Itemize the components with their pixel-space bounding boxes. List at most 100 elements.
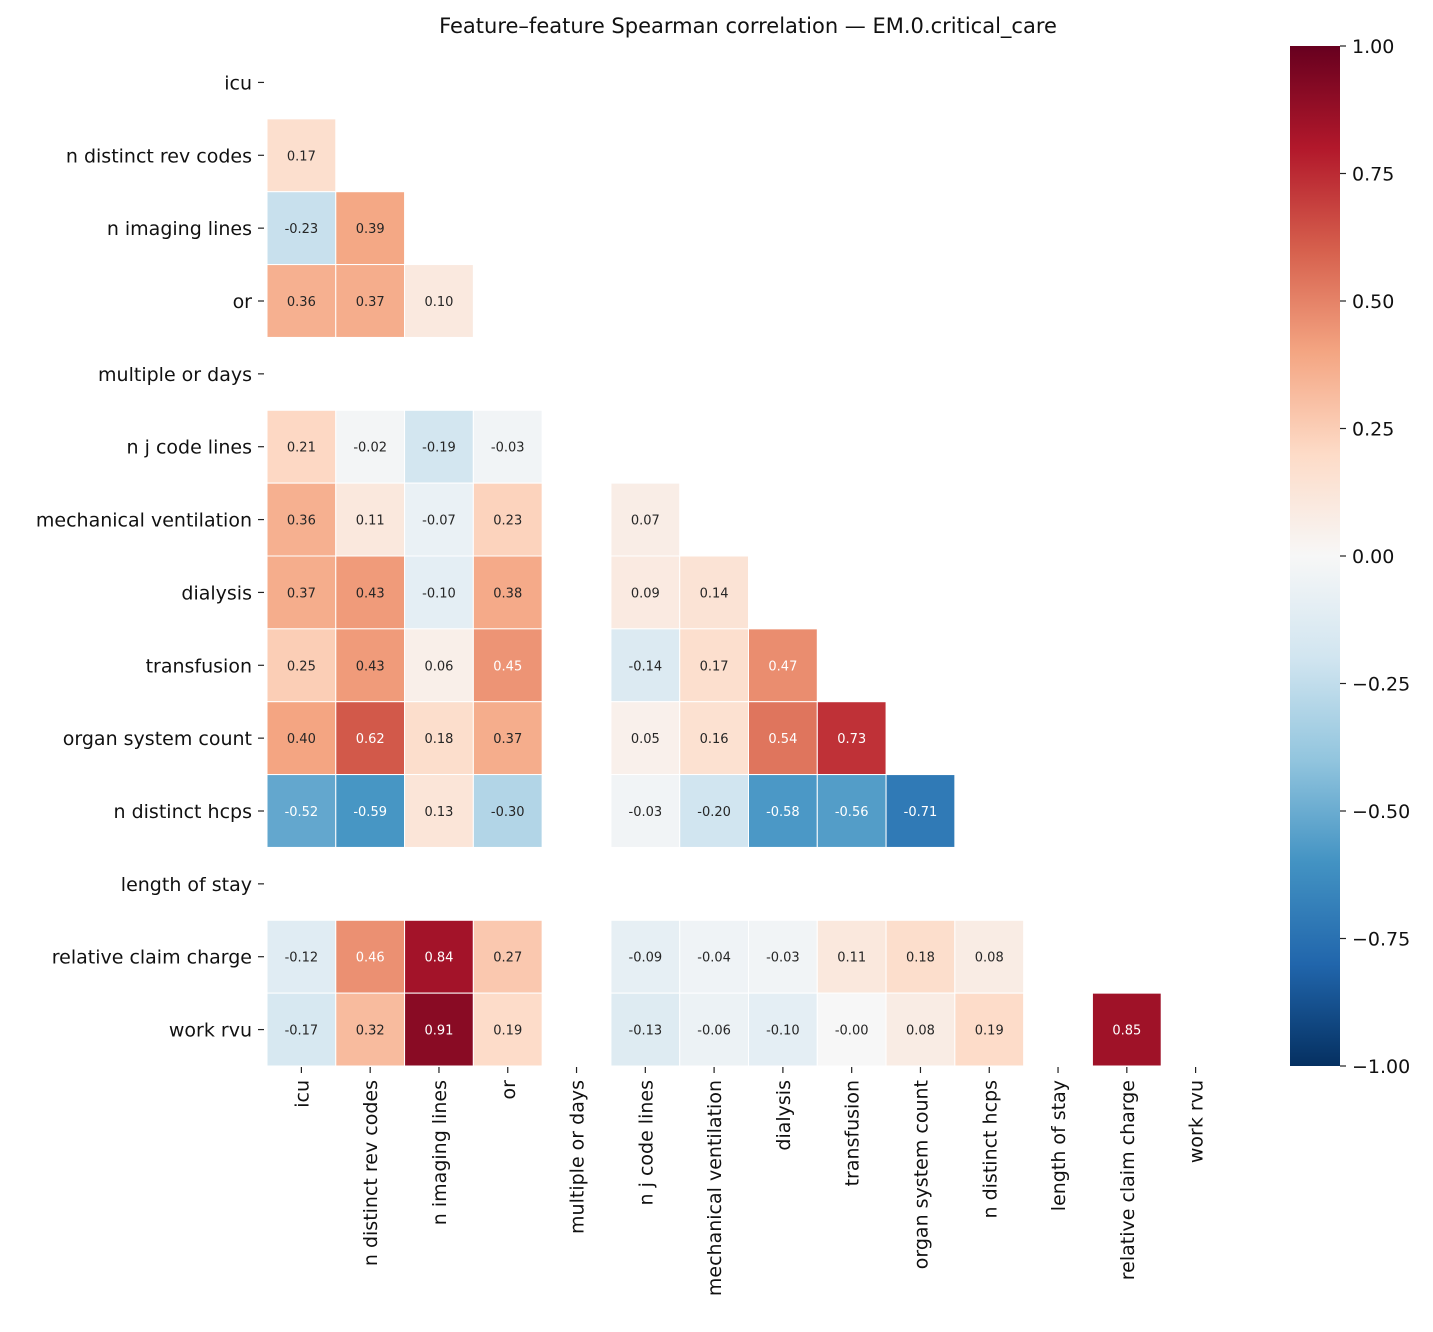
heatmap-cell <box>266 191 337 266</box>
x-tick-label: n distinct rev codes <box>360 1080 382 1266</box>
cell-annotation: 0.06 <box>424 659 453 674</box>
cell-annotation: 0.09 <box>631 586 660 601</box>
y-tick-label: organ system count <box>63 728 252 750</box>
cell-annotation: 0.07 <box>631 514 660 529</box>
x-tick-label: relative claim charge <box>1117 1080 1139 1280</box>
heatmap-cell <box>335 264 406 338</box>
cell-annotation: 0.18 <box>424 732 453 747</box>
heatmap-cell <box>954 992 1025 1067</box>
heatmap-cell <box>472 482 543 557</box>
x-tick-label: transfusion <box>842 1080 864 1186</box>
x-tick-label: dialysis <box>773 1080 795 1151</box>
heatmap-cell <box>748 774 818 848</box>
colorbar-axis: 1.00 0.75 0.50 0.25 0.00 −0.25 −0.50 −0.75 −1.00 <box>1340 36 1410 1078</box>
cell-annotation: 0.17 <box>700 659 729 674</box>
cell-annotation: -0.03 <box>766 951 800 966</box>
heatmap-cell <box>472 628 543 703</box>
heatmap-cell <box>266 919 337 994</box>
cell-annotation: 0.84 <box>424 951 453 966</box>
cell-annotation: 0.08 <box>975 951 1004 966</box>
cell-annotation: -0.59 <box>353 805 387 820</box>
heatmap-cells: 0.17 -0.23 0.39 0.36 0.37 0.10 0.21 -0.02 -0.19 -… <box>266 118 1162 1067</box>
x-tick-label: mechanical ventilation <box>704 1080 726 1296</box>
colorbar-tick-label: 1.00 <box>1352 36 1394 58</box>
colorbar-tick-label: 0.25 <box>1352 419 1394 441</box>
heatmap-cell <box>748 628 818 703</box>
cell-annotation: -0.03 <box>629 805 663 820</box>
cell-annotation: -0.10 <box>422 586 456 601</box>
heatmap-cell <box>404 919 474 994</box>
heatmap-cell <box>404 555 474 630</box>
chart-title: Feature–feature Spearman correlation — E… <box>439 14 1057 39</box>
cell-annotation: -0.02 <box>353 441 387 456</box>
cell-annotation: 0.37 <box>493 732 522 747</box>
heatmap-cell <box>472 919 543 994</box>
heatmap-cell <box>748 701 818 776</box>
heatmap-cell <box>266 774 337 848</box>
x-axis: icu n distinct rev codes n imaging lines or… <box>291 1067 1208 1296</box>
x-tick-label: organ system count <box>910 1080 932 1269</box>
colorbar-tick-label: −0.50 <box>1352 801 1410 823</box>
x-tick-label: length of stay <box>1048 1080 1070 1211</box>
heatmap-cell <box>1091 992 1162 1067</box>
heatmap-cell <box>335 919 406 994</box>
cell-annotation: 0.08 <box>906 1024 935 1039</box>
cell-annotation: -0.09 <box>629 951 663 966</box>
cell-annotation: 0.16 <box>700 732 729 747</box>
heatmap-cell <box>404 774 474 848</box>
heatmap-cell <box>472 409 543 484</box>
y-tick-label: relative claim charge <box>52 947 252 969</box>
cell-annotation: 0.47 <box>768 659 797 674</box>
cell-annotation: -0.23 <box>285 222 319 237</box>
cell-annotation: 0.43 <box>356 659 385 674</box>
cell-annotation: -0.30 <box>491 805 525 820</box>
heatmap-cell <box>266 555 337 630</box>
cell-annotation: -0.06 <box>697 1024 731 1039</box>
y-tick-label: n distinct hcps <box>114 801 252 823</box>
heatmap-cell <box>748 992 818 1067</box>
cell-annotation: 0.39 <box>356 222 385 237</box>
y-tick-label: mechanical ventilation <box>36 510 252 532</box>
heatmap-cell <box>404 992 474 1067</box>
heatmap-cell <box>816 701 887 776</box>
heatmap-cell <box>679 628 750 703</box>
cell-annotation: 0.91 <box>424 1024 453 1039</box>
y-tick-label: n distinct rev codes <box>66 145 252 167</box>
cell-annotation: 0.19 <box>493 1024 522 1039</box>
cell-annotation: -0.19 <box>422 441 456 456</box>
cell-annotation: -0.58 <box>766 805 800 820</box>
cell-annotation: -0.71 <box>904 805 938 820</box>
colorbar-tick-label: 0.00 <box>1352 546 1394 568</box>
heatmap-cell <box>266 701 337 776</box>
cell-annotation: 0.13 <box>424 805 453 820</box>
cell-annotation: 0.25 <box>287 659 316 674</box>
cell-annotation: 0.37 <box>356 295 385 310</box>
cell-annotation: -0.52 <box>285 805 319 820</box>
x-tick-label: n imaging lines <box>429 1080 451 1225</box>
cell-annotation: 0.73 <box>837 732 866 747</box>
y-tick-label: multiple or days <box>98 364 252 386</box>
heatmap-cell <box>816 919 887 994</box>
cell-annotation: 0.38 <box>493 586 522 601</box>
y-tick-label: dialysis <box>181 582 252 604</box>
y-tick-label: transfusion <box>146 655 252 677</box>
cell-annotation: 0.37 <box>287 586 316 601</box>
heatmap-cell <box>404 264 474 338</box>
cell-annotation: 0.54 <box>768 732 797 747</box>
heatmap-cell <box>472 555 543 630</box>
cell-annotation: 0.17 <box>287 149 316 164</box>
heatmap-cell <box>404 701 474 776</box>
heatmap-cell <box>335 628 406 703</box>
cell-annotation: -0.20 <box>697 805 731 820</box>
cell-annotation: 0.43 <box>356 586 385 601</box>
y-axis: icu n distinct rev codes n imaging lines or… <box>36 72 264 1042</box>
x-tick-label: icu <box>291 1080 313 1108</box>
heatmap-cell <box>335 191 406 266</box>
cell-annotation: -0.10 <box>766 1024 800 1039</box>
cell-annotation: 0.21 <box>287 441 316 456</box>
heatmap-cell <box>335 774 406 848</box>
y-tick-label: work rvu <box>169 1020 252 1042</box>
heatmap-cell <box>679 774 750 848</box>
x-tick-label: multiple or days <box>567 1080 589 1234</box>
heatmap-cell <box>885 919 956 994</box>
